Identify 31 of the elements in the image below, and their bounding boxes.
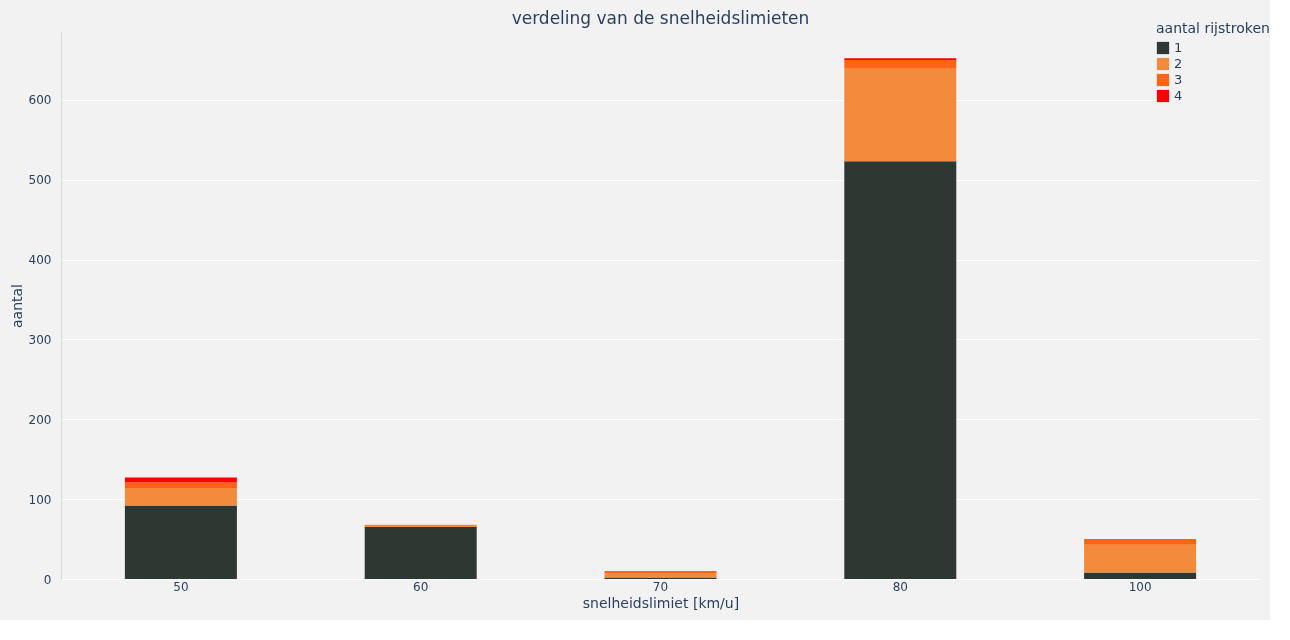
chart-title: verdeling van de snelheidslimieten: [511, 8, 810, 28]
legend-label: 3: [1174, 72, 1183, 87]
bar: [1084, 539, 1197, 545]
legend-title: aantal rijstroken: [1156, 20, 1270, 36]
y-axis-title: aantal: [8, 284, 25, 328]
bar: [124, 505, 237, 579]
legend-label: 4: [1174, 88, 1183, 103]
x-tick-label: 60: [413, 579, 429, 594]
x-tick-label: 80: [892, 579, 908, 594]
bar: [844, 161, 957, 579]
x-axis-title: snelheidslimiet [km/u]: [582, 594, 740, 611]
bar: [1084, 572, 1197, 579]
y-tick-label: 300: [28, 332, 52, 347]
x-tick-label: 100: [1128, 579, 1152, 594]
y-tick-label: 500: [28, 173, 52, 188]
bar: [124, 482, 237, 488]
bar: [364, 527, 477, 579]
bar: [604, 573, 717, 578]
y-tick-label: 600: [28, 93, 52, 108]
x-tick-label: 70: [652, 579, 669, 594]
x-tick-label: 50: [173, 579, 189, 594]
legend-label: 2: [1174, 56, 1183, 71]
bar: [1084, 544, 1197, 573]
y-tick-label: 100: [28, 492, 52, 507]
bar: [844, 59, 957, 69]
bar: [844, 68, 957, 162]
y-tick-label: 200: [28, 412, 52, 427]
y-tick-label: 0: [43, 572, 52, 587]
y-tick-label: 400: [28, 253, 52, 268]
bar: [124, 487, 237, 506]
legend-label: 1: [1174, 40, 1183, 55]
